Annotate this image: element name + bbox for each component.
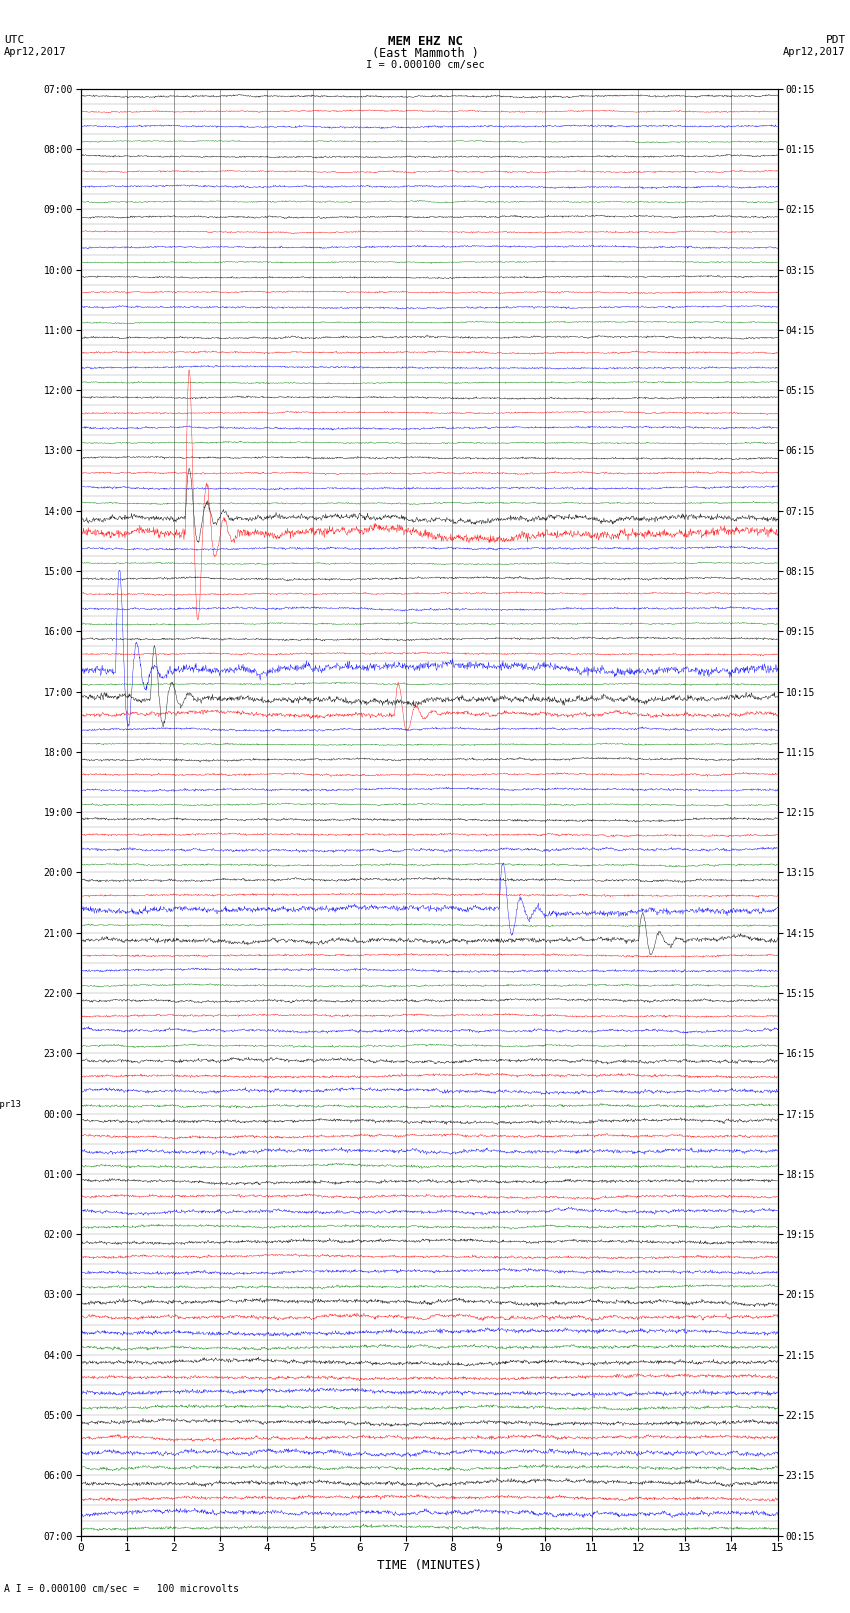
Text: Apr12,2017: Apr12,2017 xyxy=(783,47,846,56)
Text: Apr13: Apr13 xyxy=(0,1100,21,1110)
Text: MEM EHZ NC: MEM EHZ NC xyxy=(388,35,462,48)
Text: (East Mammoth ): (East Mammoth ) xyxy=(371,47,479,60)
Text: PDT: PDT xyxy=(825,35,846,45)
Text: I = 0.000100 cm/sec: I = 0.000100 cm/sec xyxy=(366,60,484,69)
Text: UTC: UTC xyxy=(4,35,25,45)
Text: Apr12,2017: Apr12,2017 xyxy=(4,47,67,56)
Text: A I = 0.000100 cm/sec =   100 microvolts: A I = 0.000100 cm/sec = 100 microvolts xyxy=(4,1584,239,1594)
X-axis label: TIME (MINUTES): TIME (MINUTES) xyxy=(377,1558,482,1571)
